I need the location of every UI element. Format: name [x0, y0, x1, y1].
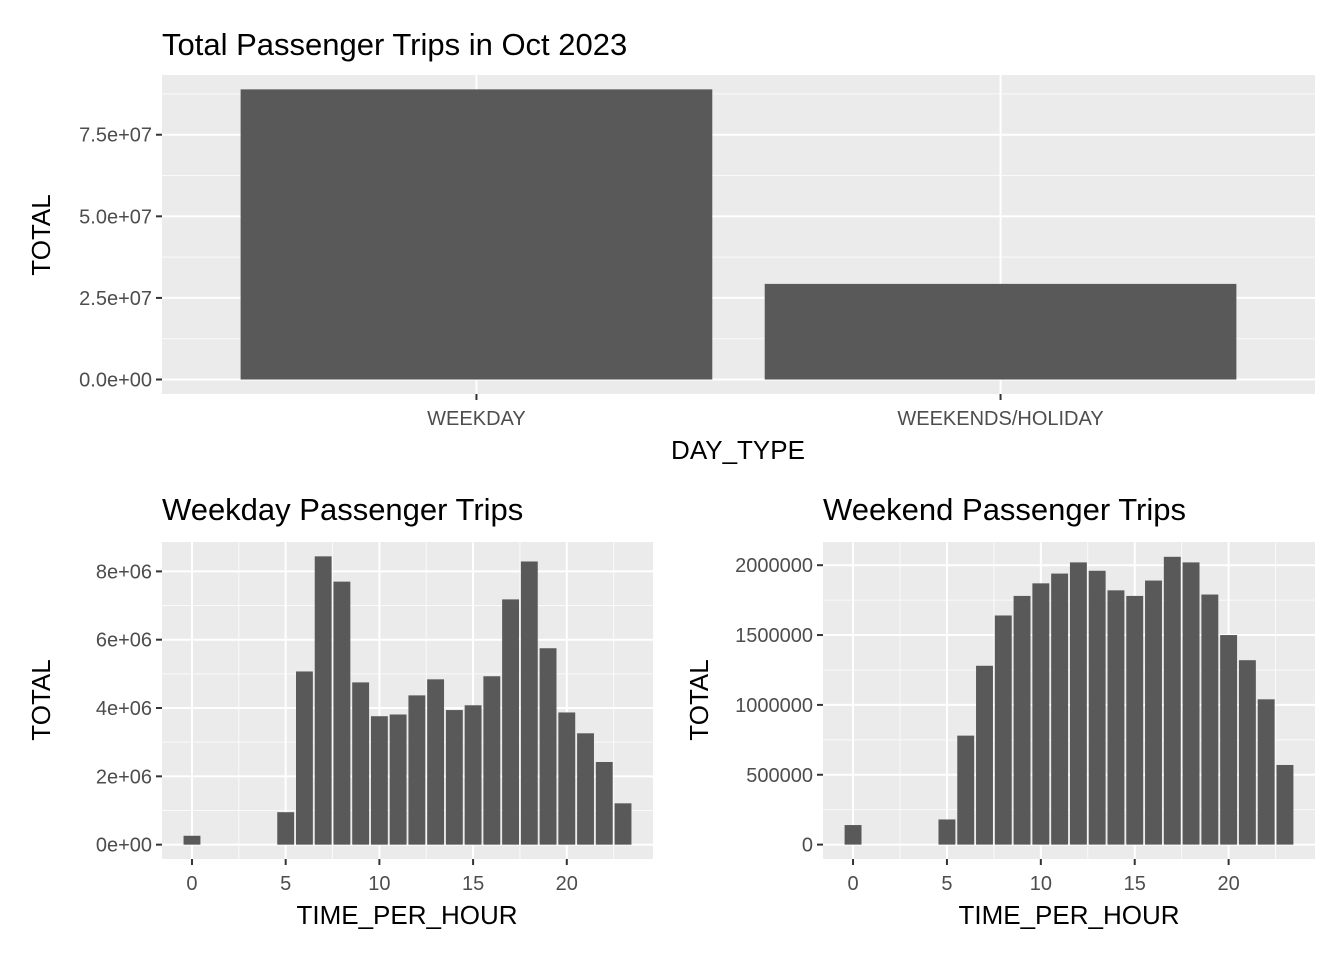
- x-tick-label: WEEKDAY: [427, 408, 526, 430]
- y-axis: 0 500000 1000000 1500000 2000000: [735, 555, 823, 857]
- bar-hour-17: [1163, 556, 1181, 845]
- bar-hour-8: [333, 581, 351, 845]
- bars: [183, 556, 632, 845]
- bar-hour-18: [1182, 562, 1200, 845]
- bar-hour-0: [844, 825, 862, 845]
- bar-hour-21: [1238, 660, 1256, 845]
- y-axis: 0e+00 2e+06 4e+06 6e+06 8e+06: [96, 561, 162, 857]
- bar-hour-5: [938, 819, 956, 845]
- y-tick-label: 4e+06: [96, 698, 152, 720]
- bar-hour-8: [994, 615, 1012, 845]
- bar-hour-22: [1257, 699, 1275, 845]
- y-tick-label: 2e+06: [96, 766, 152, 788]
- y-tick-label: 0.0e+00: [79, 370, 152, 392]
- bar-hour-6: [957, 735, 975, 845]
- bar-hour-10: [370, 716, 388, 845]
- x-tick-label: 5: [280, 873, 291, 895]
- bar-hour-13: [1088, 570, 1106, 845]
- bar-hour-13: [427, 679, 445, 845]
- bars: [844, 556, 1294, 845]
- weekday-trips-chart: Weekday Passenger Trips 0e+00 2e+06 4e+06 6…: [26, 492, 653, 930]
- bar-hour-18: [520, 561, 538, 845]
- bar-hour-7: [976, 665, 993, 845]
- x-tick-label: WEEKENDS/HOLIDAY: [897, 408, 1103, 430]
- x-tick-label: 15: [1124, 873, 1146, 895]
- x-tick-label: 10: [368, 873, 390, 895]
- bar-hour-7: [314, 556, 332, 845]
- bar-hour-16: [483, 676, 501, 845]
- gridlines: [162, 542, 653, 859]
- bar-hour-19: [539, 648, 557, 845]
- bar-hour-19: [1201, 594, 1219, 845]
- y-axis-title: TOTAL: [26, 194, 56, 275]
- x-tick-label: 0: [847, 873, 858, 895]
- bar-hour-15: [1126, 595, 1144, 845]
- bar-hour-9: [352, 682, 370, 845]
- bar-hour-17: [502, 599, 520, 845]
- bar-hour-11: [389, 714, 407, 845]
- bar-hour-20: [1220, 635, 1238, 845]
- y-tick-label: 0: [802, 835, 813, 857]
- y-tick-label: 0e+00: [96, 835, 152, 857]
- bar-hour-16: [1145, 580, 1162, 845]
- y-axis: 0.0e+00 2.5e+07 5.0e+07 7.5e+07: [79, 125, 162, 392]
- y-tick-label: 500000: [746, 765, 813, 787]
- bar-hour-5: [277, 812, 295, 845]
- total-trips-chart: Total Passenger Trips in Oct 2023 0.0e+0…: [26, 27, 1315, 465]
- bar-hour-14: [1107, 590, 1125, 845]
- y-tick-label: 7.5e+07: [79, 125, 152, 147]
- x-tick-label: 10: [1030, 873, 1052, 895]
- y-tick-label: 1500000: [735, 625, 813, 647]
- y-tick-label: 8e+06: [96, 561, 152, 583]
- bar-hour-21: [577, 733, 594, 845]
- y-tick-label: 2.5e+07: [79, 288, 152, 310]
- bar-hour-15: [464, 705, 482, 845]
- bar-hour-0: [183, 835, 201, 845]
- bar-hour-12: [1069, 562, 1087, 845]
- y-axis-title: TOTAL: [684, 659, 714, 740]
- bar-hour-6: [295, 671, 313, 845]
- x-axis: WEEKDAY WEEKENDS/HOLIDAY: [427, 394, 1104, 430]
- y-tick-label: 5.0e+07: [79, 206, 152, 228]
- x-tick-label: 20: [556, 873, 578, 895]
- x-tick-label: 20: [1217, 873, 1239, 895]
- y-tick-label: 1000000: [735, 695, 813, 717]
- bar-hour-14: [445, 710, 463, 845]
- bar-weekends-holiday: [764, 283, 1237, 380]
- y-tick-label: 2000000: [735, 555, 813, 577]
- x-tick-label: 0: [186, 873, 197, 895]
- x-tick-label: 15: [462, 873, 484, 895]
- bar-weekday: [240, 89, 713, 380]
- bar-hour-10: [1032, 583, 1050, 845]
- bar-hour-11: [1051, 573, 1069, 845]
- weekend-trips-chart: Weekend Passenger Trips 0 500000 1000000 15…: [684, 492, 1315, 930]
- bar-hour-20: [558, 712, 576, 845]
- x-axis: 0 5 10 15 20: [847, 859, 1240, 895]
- x-axis-title: DAY_TYPE: [671, 435, 805, 465]
- chart-title: Total Passenger Trips in Oct 2023: [162, 27, 627, 62]
- bar-hour-22: [595, 761, 613, 845]
- bar-hour-23: [614, 803, 632, 845]
- chart-title: Weekend Passenger Trips: [823, 492, 1186, 527]
- bars: [240, 89, 1237, 380]
- y-tick-label: 6e+06: [96, 630, 152, 652]
- bar-hour-23: [1276, 764, 1294, 845]
- x-axis-title: TIME_PER_HOUR: [958, 900, 1179, 930]
- x-tick-label: 5: [941, 873, 952, 895]
- bar-hour-12: [408, 695, 426, 845]
- y-axis-title: TOTAL: [26, 659, 56, 740]
- x-axis: 0 5 10 15 20: [186, 859, 578, 895]
- bar-hour-9: [1013, 595, 1031, 845]
- chart-title: Weekday Passenger Trips: [162, 492, 523, 527]
- x-axis-title: TIME_PER_HOUR: [296, 900, 517, 930]
